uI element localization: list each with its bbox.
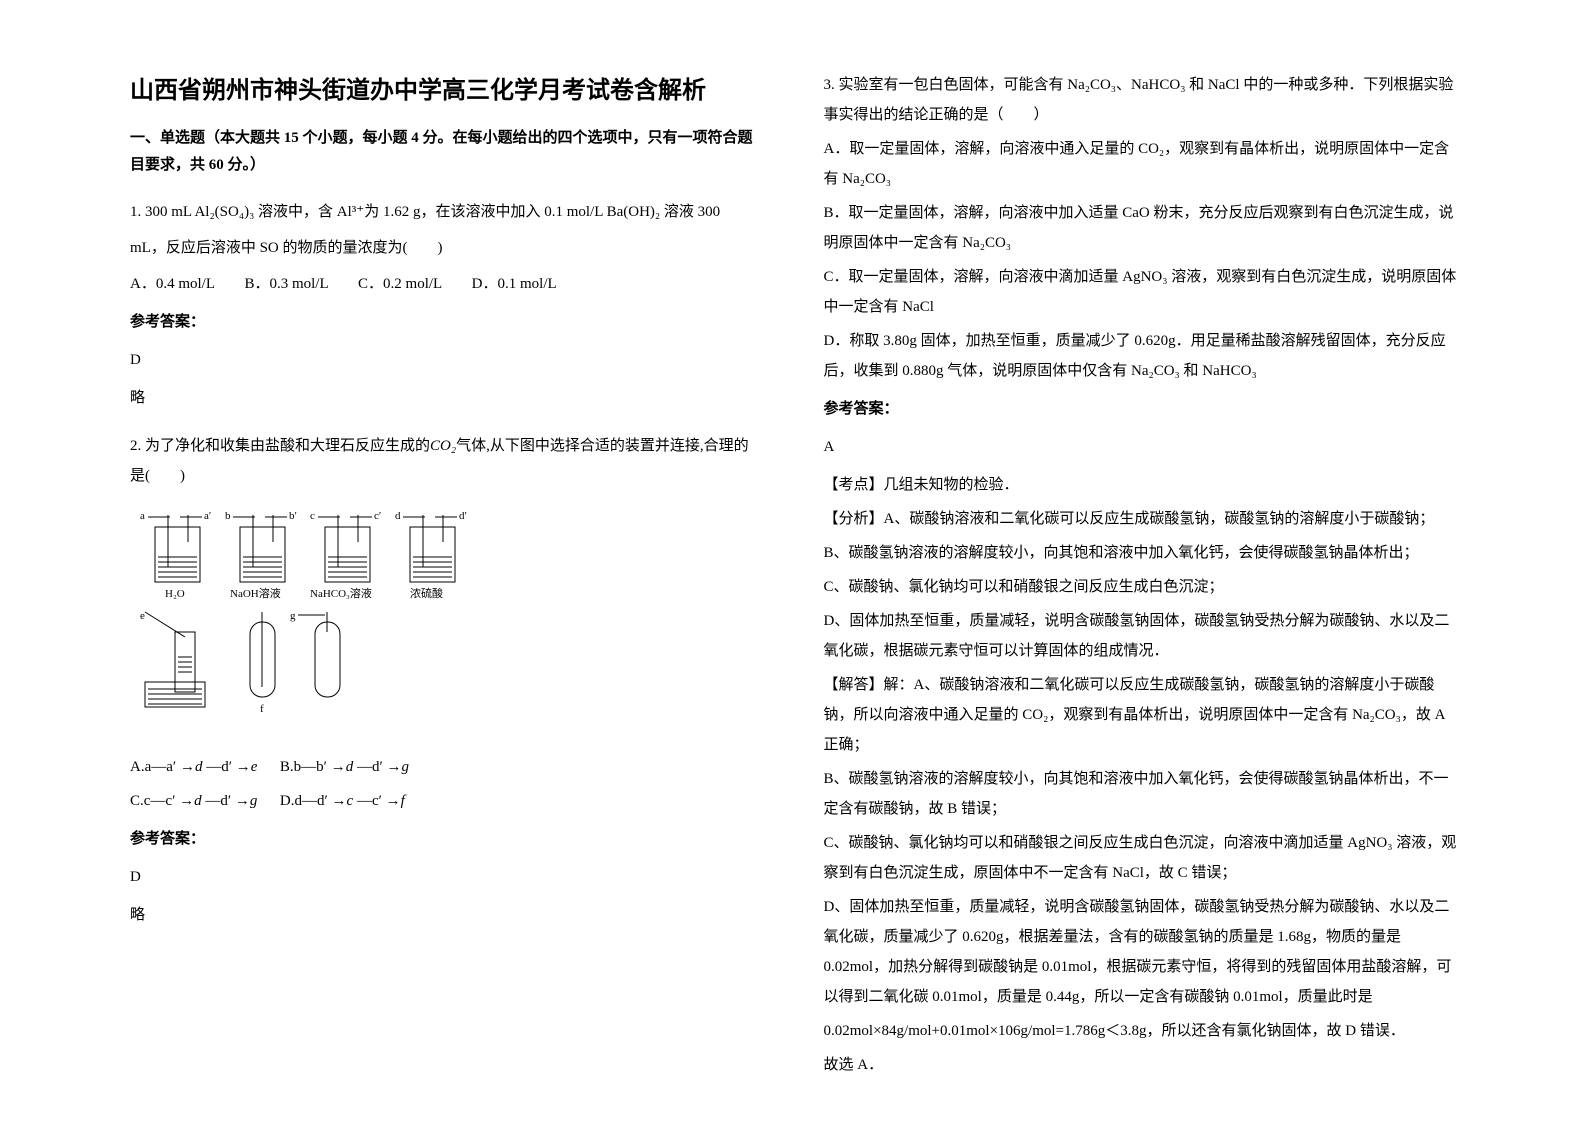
right-column: 3. 实验室有一包白色固体，可能含有 Na₂CO₃、NaHCO₃ 和 NaCl … xyxy=(794,70,1488,1082)
q3-exp3: B、碳酸氢钠溶液的溶解度较小，向其饱和溶液中加入氧化钙，会使得碳酸氢钠晶体析出； xyxy=(824,538,1458,568)
q2-answer-label: 参考答案： xyxy=(130,824,764,854)
q3-exp6: 【解答】解：A、碳酸钠溶液和二氧化碳可以反应生成碳酸氢钠，碳酸氢钠的溶解度小于碳… xyxy=(824,670,1458,760)
label-h2o: H₂O xyxy=(165,588,185,600)
q3-exp11: 故选 A． xyxy=(824,1050,1458,1080)
label-c1: c′ xyxy=(374,510,381,522)
q3-exp10: 0.02mol×84g/mol+0.01mol×106g/mol=1.786g＜… xyxy=(824,1016,1458,1046)
q2-options-row2: C.c—c′ →d —d′ →g D.d—d′ →c —c′ →f xyxy=(130,786,764,816)
q3-opt-b: B．取一定量固体，溶解，向溶液中加入适量 CaO 粉末，充分反应后观察到有白色沉… xyxy=(824,198,1458,258)
label-a1: a′ xyxy=(204,510,211,522)
label-b1: b′ xyxy=(289,510,297,522)
page-title: 山西省朔州市神头街道办中学高三化学月考试卷含解析 xyxy=(130,70,764,105)
question-2: 2. 为了净化和收集由盐酸和大理石反应生成的CO₂气体,从下图中选择合适的装置并… xyxy=(130,431,764,930)
label-nahco3: NaHCO₃溶液 xyxy=(310,586,372,600)
label-b: b xyxy=(225,510,231,522)
q1-text-2: mL，反应后溶液中 SO 的物质的量浓度为( ) xyxy=(130,233,764,263)
q3-opt-c: C．取一定量固体，溶解，向溶液中滴加适量 AgNO₃ 溶液，观察到有白色沉淀生成… xyxy=(824,262,1458,322)
label-d1: d′ xyxy=(459,510,467,522)
q2-note: 略 xyxy=(130,900,764,930)
q3-exp4: C、碳酸钠、氯化钠均可以和硝酸银之间反应生成白色沉淀； xyxy=(824,572,1458,602)
q1-options: A．0.4 mol/L B．0.3 mol/L C．0.2 mol/L D．0.… xyxy=(130,269,764,299)
q2-options-row1: A.a—a′ →d —d′ →e B.b—b′ →d —d′ →g xyxy=(130,752,764,782)
q3-exp2: 【分析】A、碳酸钠溶液和二氧化碳可以反应生成碳酸氢钠，碳酸氢钠的溶解度小于碳酸钠… xyxy=(824,504,1458,534)
question-1: 1. 300 mL Al₂(SO₄)₃ 溶液中，含 Al³⁺为 1.62 g，在… xyxy=(130,197,764,413)
label-naoh: NaOH溶液 xyxy=(230,586,281,600)
q3-opt-d: D．称取 3.80g 固体，加热至恒重，质量减少了 0.620g．用足量稀盐酸溶… xyxy=(824,326,1458,386)
q3-exp7: B、碳酸氢钠溶液的溶解度较小，向其饱和溶液中加入氧化钙，会使得碳酸氢钠晶体析出，… xyxy=(824,764,1458,824)
q2-answer: D xyxy=(130,862,764,892)
q3-opt-a: A．取一定量固体，溶解，向溶液中通入足量的 CO₂，观察到有晶体析出，说明原固体… xyxy=(824,134,1458,194)
section-header: 一、单选题（本大题共 15 个小题，每小题 4 分。在每小题给出的四个选项中，只… xyxy=(130,125,764,179)
question-3: 3. 实验室有一包白色固体，可能含有 Na₂CO₃、NaHCO₃ 和 NaCl … xyxy=(824,70,1458,1080)
q3-exp1: 【考点】几组未知物的检验． xyxy=(824,470,1458,500)
q1-answer-label: 参考答案： xyxy=(130,307,764,337)
q3-answer: A xyxy=(824,432,1458,462)
apparatus-diagram: a a′ H₂O b xyxy=(130,507,490,727)
label-c: c xyxy=(310,510,315,522)
left-column: 山西省朔州市神头街道办中学高三化学月考试卷含解析 一、单选题（本大题共 15 个… xyxy=(100,70,794,1082)
q1-text-1: 1. 300 mL Al₂(SO₄)₃ 溶液中，含 Al³⁺为 1.62 g，在… xyxy=(130,197,764,227)
label-g: g xyxy=(290,610,296,622)
label-d: d xyxy=(395,510,401,522)
q1-answer: D xyxy=(130,345,764,375)
q3-exp8: C、碳酸钠、氯化钠均可以和硝酸银之间反应生成白色沉淀，向溶液中滴加适量 AgNO… xyxy=(824,828,1458,888)
q3-exp9: D、固体加热至恒重，质量减轻，说明含碳酸氢钠固体，碳酸氢钠受热分解为碳酸钠、水以… xyxy=(824,892,1458,1012)
q1-note: 略 xyxy=(130,383,764,413)
q3-text: 3. 实验室有一包白色固体，可能含有 Na₂CO₃、NaHCO₃ 和 NaCl … xyxy=(824,70,1458,130)
label-f: f xyxy=(260,703,264,715)
q3-answer-label: 参考答案： xyxy=(824,394,1458,424)
label-e: e xyxy=(140,610,145,622)
label-a: a xyxy=(140,510,145,522)
q2-text: 2. 为了净化和收集由盐酸和大理石反应生成的CO₂气体,从下图中选择合适的装置并… xyxy=(130,431,764,491)
q3-exp5: D、固体加热至恒重，质量减轻，说明含碳酸氢钠固体，碳酸氢钠受热分解为碳酸钠、水以… xyxy=(824,606,1458,666)
label-h2so4: 浓硫酸 xyxy=(410,586,443,600)
